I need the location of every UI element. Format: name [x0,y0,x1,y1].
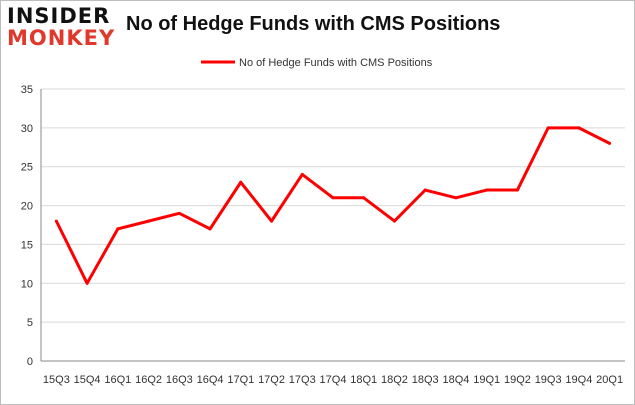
x-tick-label: 16Q1 [104,374,131,386]
x-tick-label: 18Q1 [350,374,377,386]
data-point [362,196,366,200]
y-tick-label: 20 [21,201,33,213]
y-tick-label: 25 [21,162,33,174]
x-tick-label: 19Q2 [504,374,531,386]
x-tick-label: 16Q3 [166,374,193,386]
x-tick-label: 20Q1 [596,374,623,386]
x-tick-label: 19Q3 [535,374,562,386]
insider-monkey-logo: INSIDER MONKEY [7,5,117,51]
data-point [85,281,89,285]
data-point [577,126,581,130]
data-point [270,219,274,223]
y-tick-label: 0 [27,356,33,368]
data-point [208,227,212,231]
x-tick-label: 17Q4 [320,374,347,386]
data-point [331,196,335,200]
x-tick-label: 15Q4 [74,374,101,386]
y-tick-label: 10 [21,278,33,290]
x-tick-label: 18Q4 [442,374,469,386]
data-point [546,126,550,130]
data-point [239,180,243,184]
logo-line2: MONKEY [7,26,116,50]
data-point [54,219,58,223]
data-point [116,227,120,231]
data-point [515,188,519,192]
logo-line1: INSIDER [7,4,111,28]
y-tick-label: 5 [27,317,33,329]
y-tick-label: 30 [21,123,33,135]
x-tick-label: 16Q2 [135,374,162,386]
x-tick-label: 15Q3 [43,374,70,386]
x-tick-label: 17Q1 [227,374,254,386]
x-tick-label: 17Q3 [289,374,316,386]
data-point [454,196,458,200]
data-point [485,188,489,192]
data-point [177,211,181,215]
y-tick-label: 35 [21,84,33,96]
data-point [300,172,304,176]
chart-title: No of Hedge Funds with CMS Positions [126,13,501,35]
legend-label: No of Hedge Funds with CMS Positions [239,57,433,69]
x-tick-label: 19Q4 [565,374,592,386]
data-point [608,141,612,145]
x-tick-label: 17Q2 [258,374,285,386]
data-point [423,188,427,192]
x-tick-label: 18Q3 [412,374,439,386]
x-tick-label: 19Q1 [473,374,500,386]
y-tick-label: 15 [21,239,33,251]
data-point [147,219,151,223]
x-tick-label: 18Q2 [381,374,408,386]
x-tick-label: 16Q4 [197,374,224,386]
data-point [392,219,396,223]
